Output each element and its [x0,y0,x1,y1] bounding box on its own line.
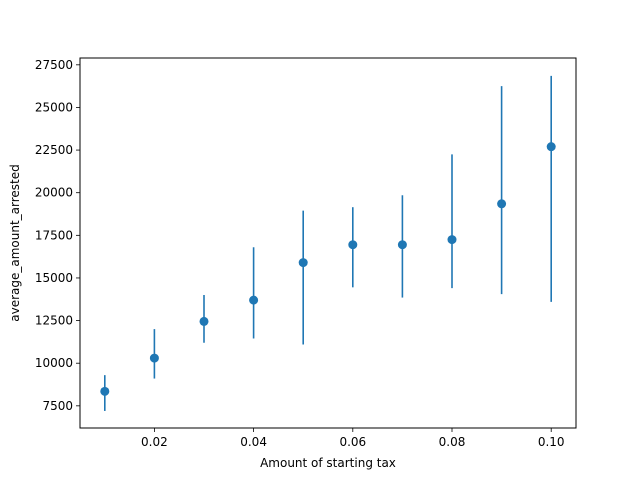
y-tick-label: 17500 [35,228,73,242]
data-point-1 [100,386,110,396]
error-bars [104,75,553,411]
data-point-3 [199,316,209,326]
x-tick-label: 0.10 [538,435,565,449]
plot-frame [79,57,577,429]
y-tick-label: 12500 [35,314,73,328]
y-tick-label: 15000 [35,271,73,285]
y-axis-ticks: 7500 10000 12500 15000 17500 20000 22500 25000 2… [35,58,80,413]
y-tick-label: 25000 [35,100,73,114]
data-point-6 [348,240,358,250]
x-tick-label: 0.06 [339,435,366,449]
data-points [100,142,556,396]
x-axis-label: Amount of starting tax [260,456,396,470]
x-tick-label: 0.04 [240,435,267,449]
data-point-10 [546,142,556,152]
x-tick-label: 0.02 [141,435,168,449]
data-point-7 [397,240,407,250]
data-point-8 [447,235,457,245]
y-tick-label: 20000 [35,186,73,200]
data-point-4 [249,295,259,305]
y-axis-label: average_amount_arrested [8,164,22,322]
x-axis-ticks: 0.02 0.04 0.06 0.08 0.10 [141,428,565,449]
y-tick-label: 27500 [35,58,73,72]
data-point-2 [149,353,159,363]
y-tick-label: 7500 [42,399,73,413]
x-tick-label: 0.08 [439,435,466,449]
y-tick-label: 10000 [35,356,73,370]
data-point-9 [497,199,507,209]
data-point-5 [298,258,308,268]
y-tick-label: 22500 [35,143,73,157]
